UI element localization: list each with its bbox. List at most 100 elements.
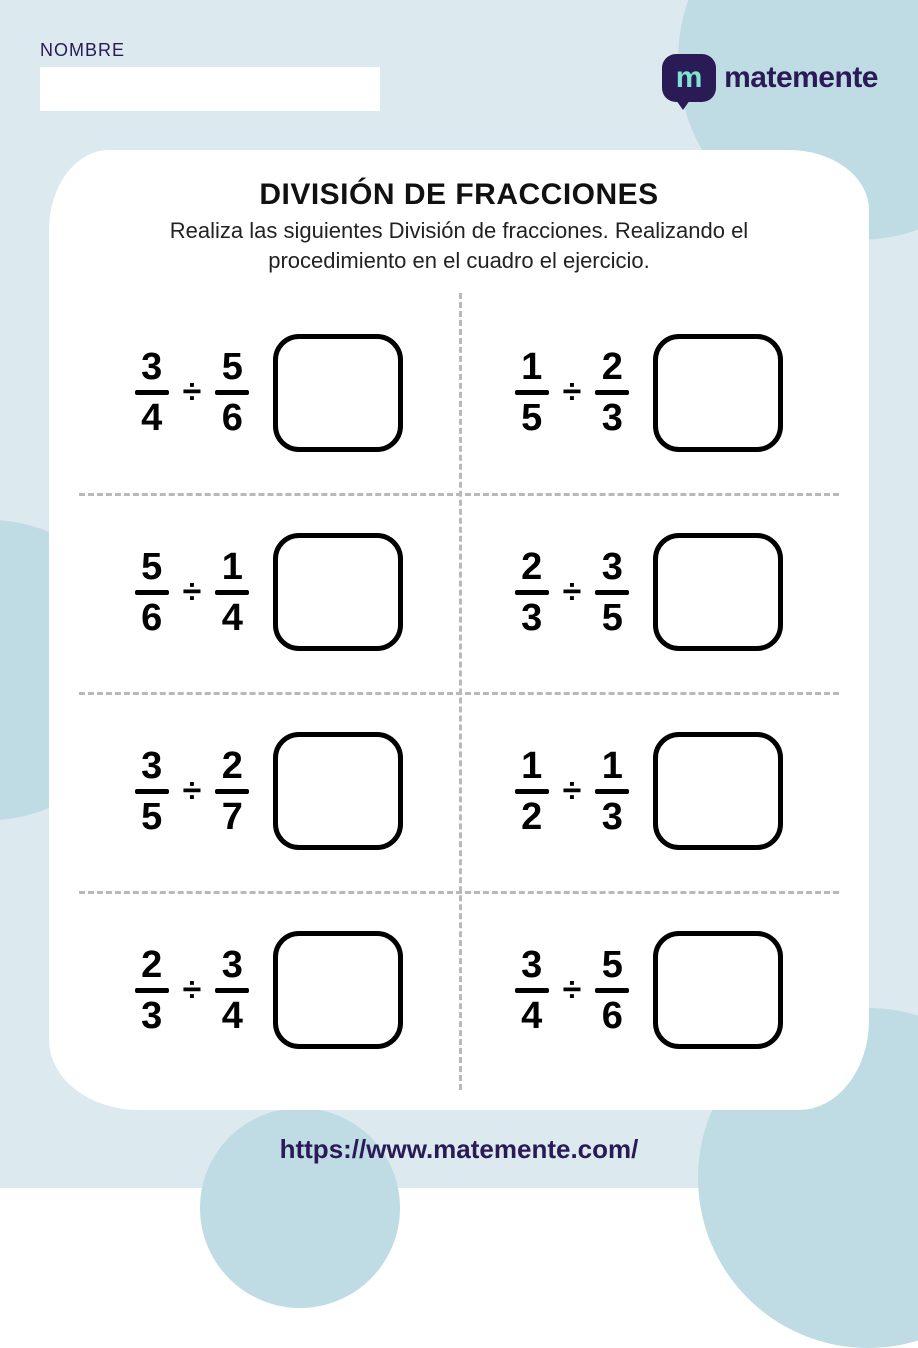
fraction-bar xyxy=(135,390,169,395)
fraction-bar xyxy=(595,590,629,595)
divide-operator: ÷ xyxy=(563,772,582,811)
divide-operator: ÷ xyxy=(183,573,202,612)
footer-url: https://www.matemente.com/ xyxy=(40,1134,878,1165)
divide-operator: ÷ xyxy=(563,971,582,1010)
answer-box[interactable] xyxy=(273,931,403,1049)
problem-grid: 34÷5615÷2356÷1423÷3535÷2712÷1323÷3434÷56 xyxy=(79,293,839,1090)
numerator: 5 xyxy=(222,348,243,386)
denominator: 4 xyxy=(141,399,162,437)
problem-cell: 2 3 ÷ 35 xyxy=(459,493,839,692)
expression: 2 3 ÷ 35 xyxy=(515,548,630,637)
numerator: 1 xyxy=(521,348,542,386)
expression: 15÷23 xyxy=(515,348,630,437)
denominator: 3 xyxy=(521,599,542,637)
name-input[interactable] xyxy=(40,67,380,111)
logo-letter: m xyxy=(676,63,703,93)
expression: 34÷56 xyxy=(135,348,250,437)
logo-text: matemente xyxy=(724,61,878,95)
denominator: 6 xyxy=(222,399,243,437)
problem-cell: 12÷13 xyxy=(459,692,839,891)
problem-cell: 34÷56 xyxy=(459,891,839,1090)
denominator: 4 xyxy=(222,599,243,637)
numerator: 3 xyxy=(222,946,243,984)
numerator: 2 xyxy=(521,548,542,586)
fraction-a: 34 xyxy=(515,946,549,1035)
divide-operator: ÷ xyxy=(183,373,202,412)
logo-bubble-icon: m xyxy=(662,54,716,102)
denominator: 6 xyxy=(602,997,623,1035)
fraction-bar xyxy=(595,390,629,395)
fraction-bar xyxy=(215,789,249,794)
numerator: 3 xyxy=(602,548,623,586)
fraction-bar xyxy=(135,988,169,993)
problem-cell: 15÷23 xyxy=(459,293,839,492)
denominator: 7 xyxy=(222,798,243,836)
header-row: NOMBRE m matemente xyxy=(40,40,878,130)
name-block: NOMBRE xyxy=(40,40,380,111)
numerator: 2 xyxy=(141,946,162,984)
denominator: 4 xyxy=(521,997,542,1035)
numerator: 1 xyxy=(222,548,243,586)
denominator: 6 xyxy=(141,599,162,637)
answer-box[interactable] xyxy=(653,533,783,651)
fraction-a: 34 xyxy=(135,348,169,437)
divide-operator: ÷ xyxy=(563,573,582,612)
answer-box[interactable] xyxy=(273,334,403,452)
numerator: 5 xyxy=(141,548,162,586)
fraction-bar xyxy=(595,988,629,993)
expression: 56÷14 xyxy=(135,548,250,637)
denominator: 5 xyxy=(141,798,162,836)
fraction-a: 12 xyxy=(515,747,549,836)
worksheet-sheet: DIVISIÓN DE FRACCIONES Realiza las sigui… xyxy=(49,150,869,1110)
fraction-bar xyxy=(135,789,169,794)
fraction-bar xyxy=(515,988,549,993)
numerator: 1 xyxy=(602,747,623,785)
numerator: 2 xyxy=(222,747,243,785)
page: NOMBRE m matemente DIVISIÓN DE FRACCIONE… xyxy=(0,0,918,1188)
fraction-bar xyxy=(215,390,249,395)
numerator: 3 xyxy=(141,747,162,785)
worksheet-instructions: Realiza las siguientes División de fracc… xyxy=(79,216,839,275)
numerator: 3 xyxy=(141,348,162,386)
logo: m matemente xyxy=(662,54,878,102)
fraction-b: 56 xyxy=(595,946,629,1035)
answer-box[interactable] xyxy=(653,931,783,1049)
numerator: 5 xyxy=(602,946,623,984)
fraction-b: 35 xyxy=(595,548,629,637)
fraction-bar xyxy=(595,789,629,794)
problem-cell: 34÷56 xyxy=(79,293,459,492)
numerator: 3 xyxy=(521,946,542,984)
expression: 23÷34 xyxy=(135,946,250,1035)
fraction-a: 23 xyxy=(135,946,169,1035)
fraction-b: 56 xyxy=(215,348,249,437)
fraction-a: 35 xyxy=(135,747,169,836)
fraction-b: 23 xyxy=(595,348,629,437)
answer-box[interactable] xyxy=(273,533,403,651)
fraction-bar xyxy=(515,590,549,595)
denominator: 5 xyxy=(521,399,542,437)
fraction-b: 27 xyxy=(215,747,249,836)
fraction-bar xyxy=(135,590,169,595)
fraction-b: 13 xyxy=(595,747,629,836)
fraction-a: 15 xyxy=(515,348,549,437)
expression: 34÷56 xyxy=(515,946,630,1035)
divide-operator: ÷ xyxy=(183,772,202,811)
fraction-bar xyxy=(515,390,549,395)
denominator: 2 xyxy=(521,798,542,836)
worksheet-title: DIVISIÓN DE FRACCIONES xyxy=(79,178,839,212)
denominator: 4 xyxy=(222,997,243,1035)
answer-box[interactable] xyxy=(653,732,783,850)
fraction-a: 56 xyxy=(135,548,169,637)
fraction-bar xyxy=(515,789,549,794)
divide-operator: ÷ xyxy=(183,971,202,1010)
answer-box[interactable] xyxy=(273,732,403,850)
answer-box[interactable] xyxy=(653,334,783,452)
denominator: 3 xyxy=(141,997,162,1035)
worksheet-inner: DIVISIÓN DE FRACCIONES Realiza las sigui… xyxy=(49,150,869,1110)
numerator: 1 xyxy=(521,747,542,785)
problem-cell: 56÷14 xyxy=(79,493,459,692)
fraction-bar xyxy=(215,590,249,595)
divide-operator: ÷ xyxy=(563,373,582,412)
grid-divider-horizontal xyxy=(79,692,839,695)
fraction-b: 14 xyxy=(215,548,249,637)
